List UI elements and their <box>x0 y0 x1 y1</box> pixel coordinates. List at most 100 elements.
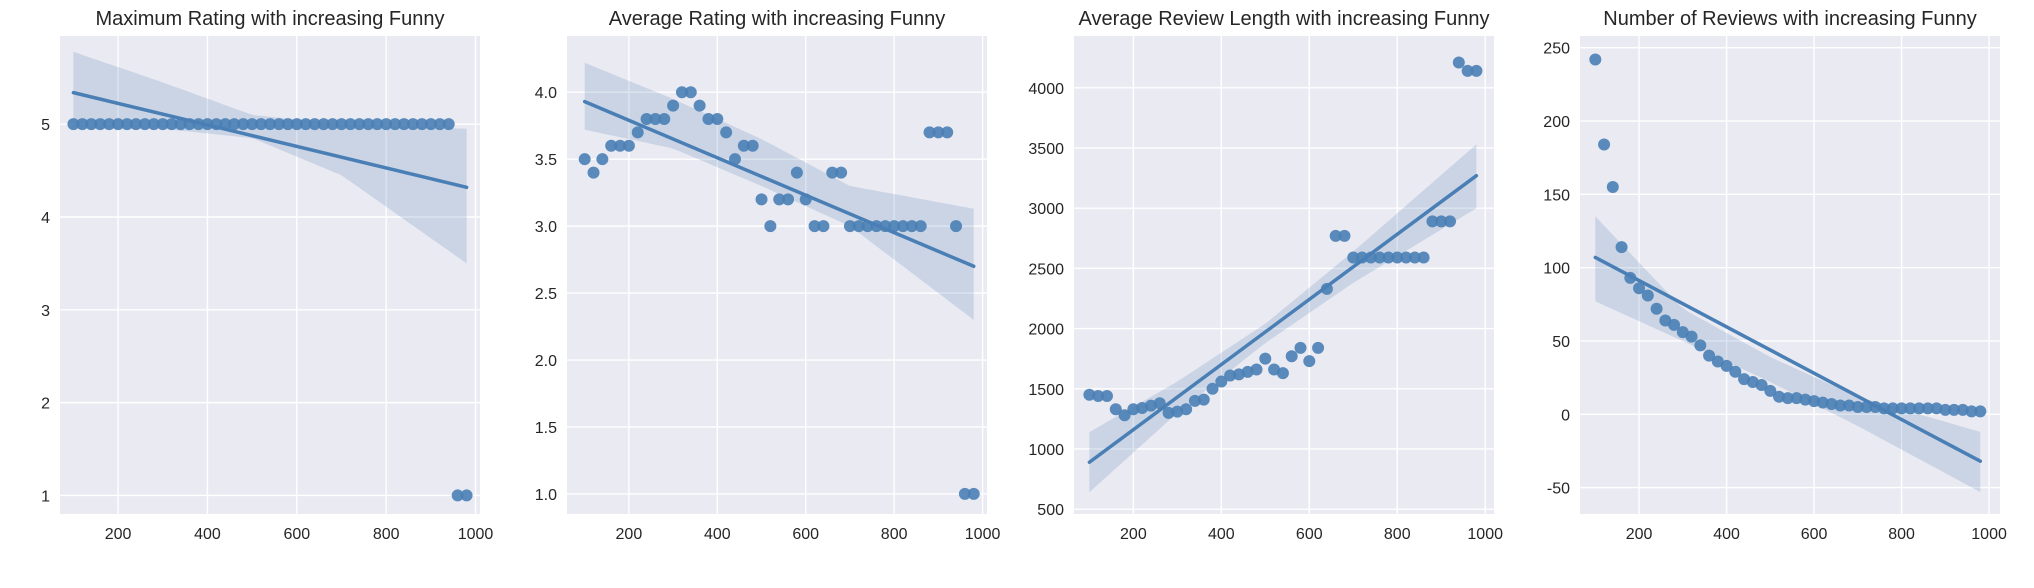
data-point <box>905 220 918 233</box>
data-point <box>835 166 848 179</box>
y-tick-label: -50 <box>1547 481 1570 498</box>
x-tick-label: 400 <box>704 526 731 543</box>
data-point <box>228 118 241 131</box>
x-tick-label: 200 <box>1626 526 1653 543</box>
data-point <box>433 118 446 131</box>
data-point <box>174 118 187 131</box>
y-tick-label: 250 <box>1543 41 1570 58</box>
confidence-band <box>584 62 974 320</box>
x-tick-label: 1000 <box>1971 526 2007 543</box>
data-point <box>782 193 795 206</box>
x-tick-label: 200 <box>105 526 132 543</box>
data-point <box>460 489 473 502</box>
regression-line <box>1087 173 1479 464</box>
data-point <box>451 489 464 502</box>
data-point <box>1197 393 1210 406</box>
y-tick-label: 0 <box>1561 407 1570 424</box>
chart-panel-1: 200 400 600 800 1000 1 2 3 4 5 Maximum Rating with… <box>41 8 493 543</box>
data-point <box>1650 302 1663 315</box>
data-point <box>353 118 366 131</box>
data-point <box>335 118 348 131</box>
data-point <box>85 118 98 131</box>
confidence-band <box>73 51 467 264</box>
x-tick-label: 200 <box>616 526 643 543</box>
data-point <box>737 139 750 152</box>
data-point <box>817 220 830 233</box>
data-point <box>1461 64 1474 77</box>
y-tick-label: 2.5 <box>535 286 557 303</box>
data-point <box>614 139 627 152</box>
data-point <box>1444 215 1457 228</box>
data-point <box>1083 388 1096 401</box>
data-point <box>958 487 971 500</box>
y-tick-label: 2000 <box>1028 322 1064 339</box>
y-tick-label: 2500 <box>1028 261 1064 278</box>
y-tick-label: 50 <box>1552 334 1570 351</box>
x-tick-label: 800 <box>881 526 908 543</box>
y-tick-label: 200 <box>1543 114 1570 131</box>
data-point <box>605 139 618 152</box>
x-tick-label: 600 <box>792 526 819 543</box>
x-tick-label: 400 <box>194 526 221 543</box>
data-point <box>1939 403 1952 416</box>
data-point <box>1294 341 1307 354</box>
data-point <box>1259 352 1272 365</box>
data-point <box>415 118 428 131</box>
data-point <box>640 113 653 126</box>
data-point <box>290 118 303 131</box>
data-point <box>755 193 768 206</box>
data-point <box>129 118 142 131</box>
y-tick-label: 100 <box>1543 261 1570 278</box>
y-tick-label: 4000 <box>1028 81 1064 98</box>
y-tick-label: 2 <box>41 396 50 413</box>
data-point <box>790 166 803 179</box>
y-tick-label: 1500 <box>1028 382 1064 399</box>
data-point <box>1834 399 1847 412</box>
y-tick-label: 3500 <box>1028 141 1064 158</box>
y-tick-label: 1 <box>41 488 50 505</box>
data-point <box>1685 330 1698 343</box>
y-tick-label: 3 <box>41 303 50 320</box>
data-point <box>67 118 80 131</box>
data-point <box>932 126 945 139</box>
data-point <box>237 118 250 131</box>
data-point <box>1180 403 1193 416</box>
x-tick-label: 200 <box>1120 526 1147 543</box>
data-point <box>852 220 865 233</box>
data-point <box>1668 318 1681 331</box>
y-tick-label: 150 <box>1543 187 1570 204</box>
plot-background <box>1074 36 1494 514</box>
y-tick-label: 1.5 <box>535 420 557 437</box>
data-point <box>1400 251 1413 264</box>
x-tick-label: 800 <box>1384 526 1411 543</box>
data-point <box>1417 251 1430 264</box>
data-point <box>281 118 294 131</box>
data-point <box>1312 341 1325 354</box>
plot-background <box>60 36 480 514</box>
data-point <box>1948 403 1961 416</box>
x-tick-label: 800 <box>373 526 400 543</box>
data-point <box>1755 378 1768 391</box>
regression-line <box>1593 255 1983 463</box>
chart-title: Average Rating with increasing Funny <box>609 8 945 30</box>
data-point <box>1615 241 1628 254</box>
data-point <box>1895 402 1908 415</box>
data-point <box>1435 215 1448 228</box>
data-point <box>843 220 856 233</box>
y-tick-label: 2.0 <box>535 353 557 370</box>
y-tick-label: 3.0 <box>535 219 557 236</box>
data-point <box>1373 251 1386 264</box>
data-point <box>1913 402 1926 415</box>
y-tick-label: 3000 <box>1028 201 1064 218</box>
data-point <box>1276 367 1289 380</box>
chart-panel-4: 200 400 600 800 1000 -50 0 50 100 150 200 250 Number… <box>1543 8 2007 543</box>
data-point <box>1904 402 1917 415</box>
data-point <box>622 139 635 152</box>
data-point <box>1589 53 1602 66</box>
data-point <box>424 118 437 131</box>
data-point <box>941 126 954 139</box>
data-point <box>362 118 375 131</box>
data-point <box>702 113 715 126</box>
data-point <box>914 220 927 233</box>
data-point <box>1965 405 1978 418</box>
